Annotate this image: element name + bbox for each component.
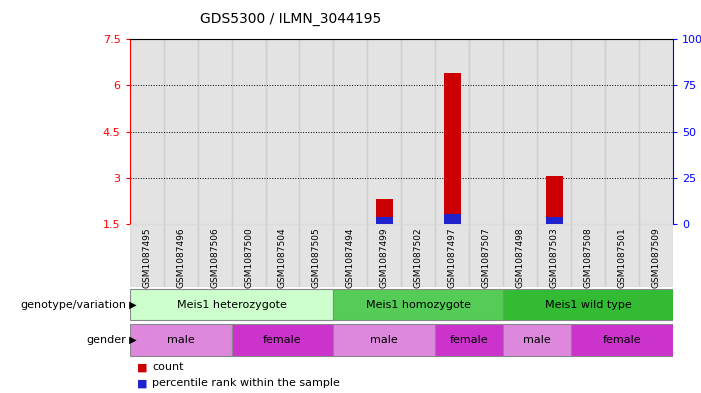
Text: ■: ■ <box>137 362 147 373</box>
Bar <box>435 39 469 224</box>
Text: Meis1 homozygote: Meis1 homozygote <box>366 299 471 310</box>
Text: GSM1087495: GSM1087495 <box>142 227 151 288</box>
Bar <box>130 324 231 356</box>
Text: male: male <box>523 335 551 345</box>
Bar <box>198 224 231 287</box>
Bar <box>334 288 503 321</box>
Bar <box>299 224 334 287</box>
Bar <box>605 39 639 224</box>
Bar <box>401 224 435 287</box>
Bar <box>299 39 334 224</box>
Text: female: female <box>603 335 641 345</box>
Bar <box>503 288 673 321</box>
Text: GSM1087501: GSM1087501 <box>618 227 627 288</box>
Text: genotype/variation: genotype/variation <box>20 299 126 310</box>
Text: GSM1087508: GSM1087508 <box>583 227 592 288</box>
Bar <box>334 39 367 224</box>
Text: GSM1087499: GSM1087499 <box>380 227 389 288</box>
Bar <box>231 224 266 287</box>
Bar <box>130 224 163 287</box>
Bar <box>367 224 401 287</box>
Bar <box>376 199 393 224</box>
Text: GSM1087498: GSM1087498 <box>516 227 524 288</box>
Bar <box>444 73 461 224</box>
Bar <box>571 324 673 356</box>
Text: GSM1087505: GSM1087505 <box>312 227 321 288</box>
Bar <box>571 39 605 224</box>
Text: GSM1087494: GSM1087494 <box>346 227 355 288</box>
Text: gender: gender <box>86 335 126 345</box>
Bar <box>163 224 198 287</box>
Text: GSM1087507: GSM1087507 <box>482 227 491 288</box>
Bar <box>435 224 469 287</box>
Text: GSM1087496: GSM1087496 <box>176 227 185 288</box>
Text: male: male <box>370 335 398 345</box>
Text: female: female <box>263 335 302 345</box>
Bar <box>163 39 198 224</box>
Bar <box>605 224 639 287</box>
Text: GSM1087502: GSM1087502 <box>414 227 423 288</box>
Text: GSM1087504: GSM1087504 <box>278 227 287 288</box>
Bar <box>231 39 266 224</box>
Bar <box>334 224 367 287</box>
Bar <box>130 288 334 321</box>
Text: count: count <box>152 362 184 373</box>
Text: Meis1 wild type: Meis1 wild type <box>545 299 632 310</box>
Text: female: female <box>450 335 489 345</box>
Text: GSM1087506: GSM1087506 <box>210 227 219 288</box>
Bar <box>334 324 435 356</box>
Text: GDS5300 / ILMN_3044195: GDS5300 / ILMN_3044195 <box>200 12 381 26</box>
Bar <box>639 224 673 287</box>
Text: Meis1 heterozygote: Meis1 heterozygote <box>177 299 287 310</box>
Bar <box>469 39 503 224</box>
Bar <box>266 224 299 287</box>
Bar <box>435 324 503 356</box>
Text: GSM1087509: GSM1087509 <box>651 227 660 288</box>
Bar <box>401 39 435 224</box>
Bar <box>376 217 393 224</box>
Bar <box>503 324 571 356</box>
Bar <box>545 176 563 224</box>
Text: percentile rank within the sample: percentile rank within the sample <box>152 378 340 388</box>
Bar <box>469 224 503 287</box>
Bar <box>266 39 299 224</box>
Text: GSM1087503: GSM1087503 <box>550 227 559 288</box>
Bar <box>367 39 401 224</box>
Bar <box>639 39 673 224</box>
Bar <box>130 39 163 224</box>
Bar <box>503 224 537 287</box>
Bar <box>444 214 461 224</box>
Bar <box>231 324 334 356</box>
Bar <box>571 224 605 287</box>
Bar <box>537 39 571 224</box>
Bar <box>537 224 571 287</box>
Text: GSM1087497: GSM1087497 <box>448 227 457 288</box>
Text: ▶: ▶ <box>126 335 137 345</box>
Text: GSM1087500: GSM1087500 <box>244 227 253 288</box>
Bar <box>545 217 563 224</box>
Bar <box>198 39 231 224</box>
Text: ▶: ▶ <box>126 299 137 310</box>
Bar <box>503 39 537 224</box>
Text: male: male <box>167 335 194 345</box>
Text: ■: ■ <box>137 378 147 388</box>
